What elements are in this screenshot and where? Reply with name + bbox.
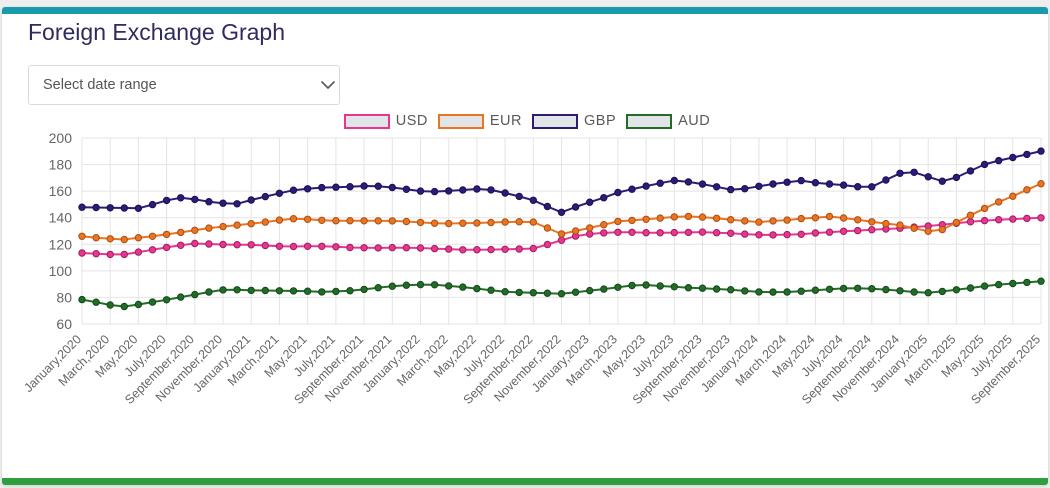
svg-text:60: 60	[56, 316, 72, 332]
svg-text:120: 120	[49, 236, 73, 252]
svg-text:140: 140	[49, 210, 73, 226]
svg-text:200: 200	[49, 130, 73, 146]
svg-text:80: 80	[56, 289, 72, 305]
svg-text:100: 100	[49, 263, 73, 279]
svg-text:160: 160	[49, 183, 73, 199]
svg-text:180: 180	[49, 157, 73, 173]
